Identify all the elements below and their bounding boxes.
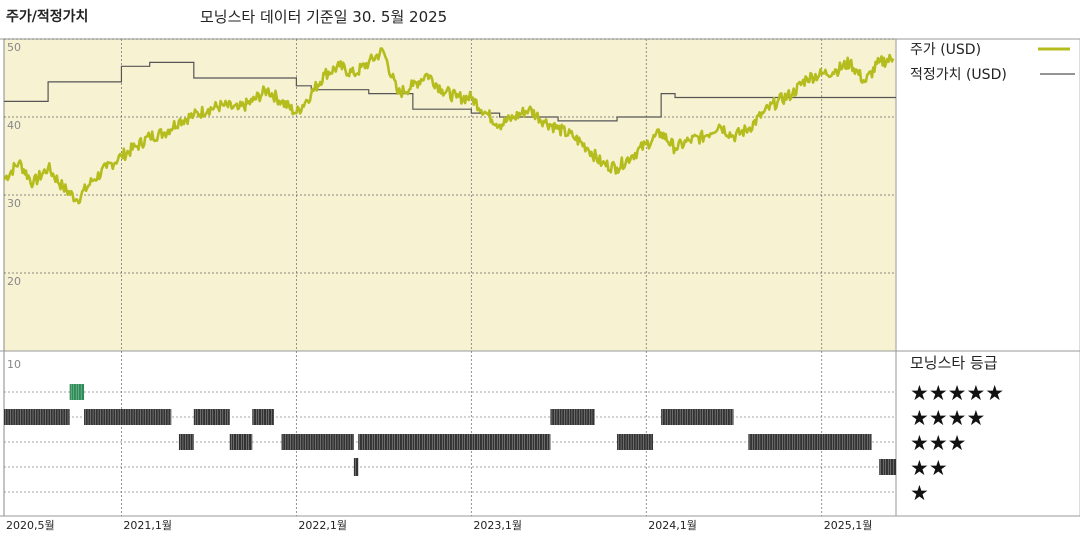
rating-segment bbox=[281, 434, 354, 450]
date-tick-label: 2023,1월 bbox=[473, 519, 522, 532]
rating-segment bbox=[69, 384, 85, 400]
price-tick-label: 20 bbox=[7, 275, 21, 288]
date-tick-label: 2020,5월 bbox=[6, 519, 55, 532]
rating-level-stars: ★★★★★ bbox=[910, 381, 1004, 405]
rating-segment bbox=[84, 409, 172, 425]
price-line bbox=[3, 47, 895, 205]
price-tick-label: 50 bbox=[7, 41, 21, 54]
date-tick-label: 2024,1월 bbox=[648, 519, 697, 532]
price-tick-label: 40 bbox=[7, 119, 21, 132]
fair-value-line bbox=[4, 61, 896, 122]
rating-segment bbox=[252, 409, 274, 425]
rating-segment bbox=[193, 409, 230, 425]
rating-segment bbox=[550, 409, 595, 425]
rating-segment bbox=[353, 458, 359, 476]
legend-price-label: 주가 (USD) bbox=[910, 42, 981, 58]
rating-level-stars: ★★★★ bbox=[910, 406, 985, 430]
chart-title: 주가/적정가치 bbox=[6, 9, 89, 25]
rating-level-stars: ★★★ bbox=[910, 431, 966, 455]
data-date-subtitle: 모닝스타 데이터 기준일 30. 5월 2025 bbox=[200, 8, 448, 26]
rating-segment bbox=[879, 459, 896, 475]
rating-level-stars: ★ bbox=[910, 481, 929, 505]
rating-panel-title: 모닝스타 등급 bbox=[910, 354, 998, 372]
legend-fair-label: 적정가치 (USD) bbox=[910, 67, 1007, 83]
price-tick-label: 30 bbox=[7, 197, 21, 210]
rating-segment bbox=[178, 434, 194, 450]
rating-segment bbox=[661, 409, 734, 425]
rating-segment bbox=[4, 409, 70, 425]
rating-level-stars: ★★ bbox=[910, 456, 948, 480]
rating-segment bbox=[617, 434, 653, 450]
date-tick-label: 2025,1월 bbox=[824, 519, 873, 532]
date-tick-label: 2022,1월 bbox=[298, 519, 347, 532]
date-tick-label: 2021,1월 bbox=[123, 519, 172, 532]
rating-axis-tick: 10 bbox=[7, 358, 21, 371]
